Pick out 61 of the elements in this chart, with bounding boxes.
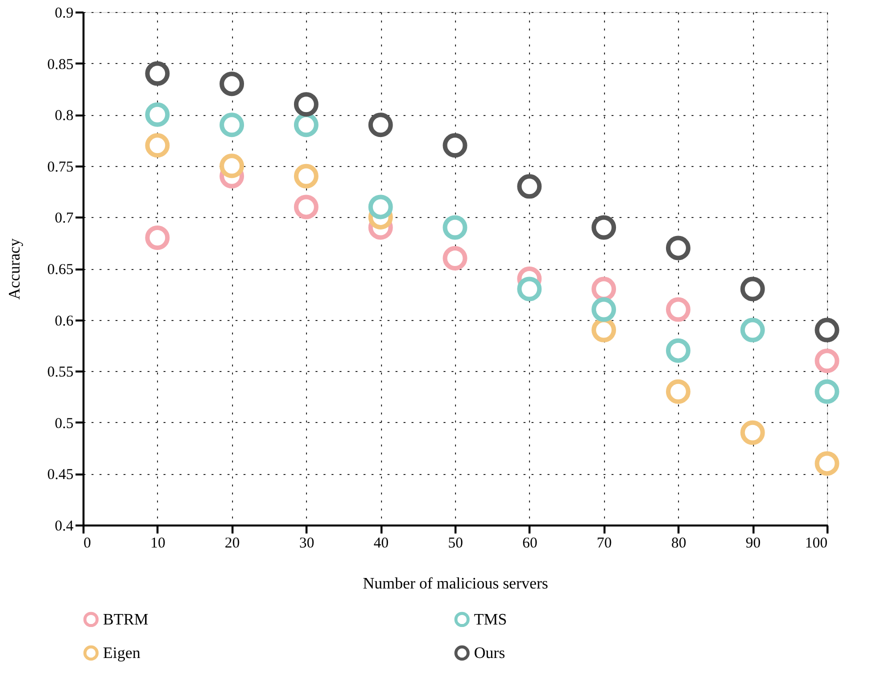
point (220, 112, 244, 138)
y-tick-label: 0.6 (54, 313, 74, 330)
point (666, 236, 690, 260)
x-tick-label: 60 (522, 536, 538, 552)
legend-label: Eigen (103, 645, 140, 662)
y-tick-label: 0.9 (54, 6, 74, 22)
point (368, 112, 393, 138)
y-tick-label: 0.8 (54, 108, 74, 124)
legend-label: BTRM (103, 611, 148, 628)
x-tick-label: 30 (299, 536, 314, 552)
point (666, 338, 690, 363)
legend-label: Ours (474, 645, 506, 662)
point (294, 194, 318, 220)
point (740, 420, 765, 445)
point (294, 92, 318, 117)
x-tick-label: 100 (805, 536, 828, 552)
y-tick-label: 0.65 (47, 262, 74, 278)
x-tick-label: 50 (448, 536, 463, 552)
point (592, 276, 616, 302)
point (666, 297, 690, 322)
point (145, 133, 170, 158)
point (592, 318, 616, 342)
point (294, 164, 318, 188)
x-tick-label: 80 (671, 536, 686, 552)
y-tick-label: 0.85 (47, 56, 74, 73)
point (294, 112, 318, 138)
point (814, 318, 840, 342)
x-tick-label: 90 (746, 536, 761, 552)
x-tick-label: 20 (224, 536, 240, 552)
y-tick-label: 0.45 (47, 467, 74, 484)
point (442, 246, 468, 270)
point (814, 379, 840, 404)
y-tick-label: 0.4 (54, 518, 74, 534)
x-tick-label: 10 (150, 536, 166, 552)
point (592, 297, 616, 322)
point (145, 102, 170, 127)
point (220, 72, 244, 96)
point (220, 154, 244, 178)
y-tick-label: 0.5 (54, 416, 74, 432)
point (442, 133, 468, 158)
y-tick-label: 0.75 (47, 159, 74, 176)
y-axis-title: Accuracy (6, 238, 24, 300)
point (814, 451, 840, 476)
point (442, 215, 468, 240)
x-tick-label: 0 (84, 536, 91, 552)
point (368, 194, 393, 220)
point (814, 348, 840, 374)
x-axis-title: Number of malicious servers (362, 576, 548, 592)
point (666, 379, 690, 404)
point (145, 225, 170, 250)
point (145, 61, 170, 86)
point (740, 318, 765, 342)
x-tick-label: 40 (374, 536, 389, 552)
legend-label: TMS (474, 611, 507, 628)
y-tick-label: 0.7 (54, 210, 74, 227)
point (740, 276, 765, 302)
y-tick-label: 0.55 (47, 364, 74, 381)
point (517, 276, 542, 302)
point (517, 174, 542, 199)
x-tick-label: 70 (596, 536, 612, 552)
point (592, 215, 616, 240)
